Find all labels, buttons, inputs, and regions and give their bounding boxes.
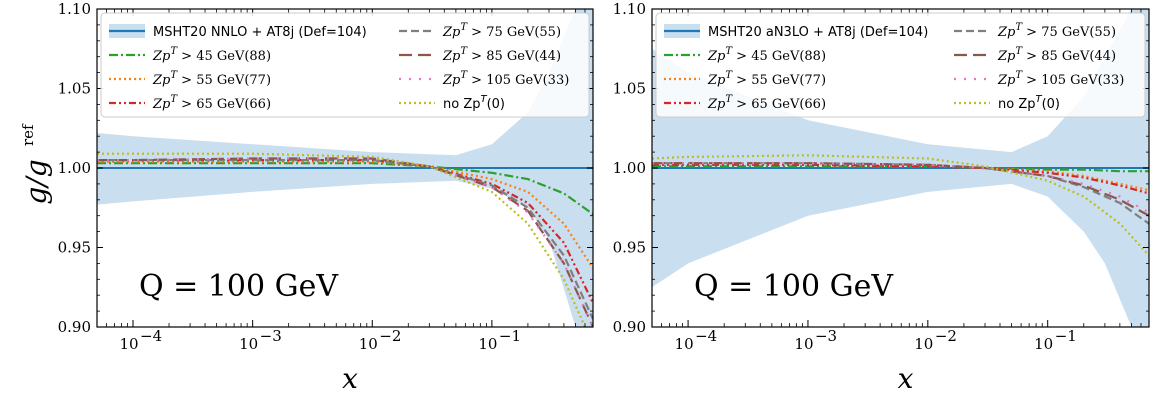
x-tick-exponent: −2	[935, 327, 957, 345]
y-tick-label: 1.05	[58, 80, 91, 98]
x-tick-label: 10	[239, 335, 258, 353]
x-tick-exponent: −1	[1055, 327, 1077, 345]
y-tick-label: 0.90	[58, 318, 91, 336]
plot-area	[97, 9, 593, 327]
legend-label: ZpT > 45 GeV(88)	[152, 46, 271, 64]
x-axis-label: x	[342, 362, 358, 395]
x-tick-exponent: −2	[379, 327, 401, 345]
series-line-7	[652, 154, 1149, 257]
series-line-5	[97, 157, 593, 327]
legend-label: ZpT > 55 GeV(77)	[707, 70, 826, 88]
legend-label: ZpT > 75 GeV(55)	[442, 22, 561, 40]
series-line-3	[652, 163, 1149, 195]
x-tick-exponent: −3	[815, 327, 837, 345]
x-tick-exponent: −4	[140, 327, 162, 345]
x-tick-exponent: −4	[695, 327, 717, 345]
legend-label: MSHT20 NNLO + AT8j (Def=104)	[153, 25, 367, 40]
y-tick-label: 0.95	[613, 239, 646, 257]
x-tick-label: 10	[914, 335, 933, 353]
series-line-1	[97, 162, 593, 215]
svg-text:g/g: g/g	[20, 159, 53, 204]
legend-label: ZpT > 105 GeV(33)	[997, 70, 1124, 88]
legend-label: ZpT > 45 GeV(88)	[707, 46, 826, 64]
series-line-7	[97, 152, 587, 327]
legend-label: ZpT > 85 GeV(44)	[997, 46, 1116, 64]
x-tick-label: 10	[119, 335, 138, 353]
y-axis-label: g/g ref	[19, 123, 53, 205]
legend-label: no ZpT(0)	[998, 94, 1060, 112]
legend-handle	[664, 24, 700, 38]
plot-area	[652, 9, 1149, 327]
legend-handle	[109, 24, 145, 38]
legend: MSHT20 aN3LO + AT8j (Def=104) ZpT > 45 Ge…	[655, 12, 1146, 118]
legend: MSHT20 NNLO + AT8j (Def=104) ZpT > 45 GeV…	[100, 12, 590, 118]
y-tick-label: 1.10	[613, 0, 646, 18]
x-tick-exponent: −3	[260, 327, 282, 345]
x-tick-label: 10	[1034, 335, 1053, 353]
x-tick-label: 10	[794, 335, 813, 353]
energy-annotation: Q = 100 GeV	[139, 269, 339, 304]
y-tick-label: 1.10	[58, 0, 91, 18]
legend-label: MSHT20 aN3LO + AT8j (Def=104)	[708, 25, 928, 40]
series-line-2	[97, 160, 593, 269]
svg-text:ref: ref	[19, 123, 37, 146]
legend-label: no ZpT(0)	[443, 94, 505, 112]
series-line-5	[652, 162, 1149, 217]
y-tick-label: 1.00	[58, 159, 91, 177]
y-tick-label: 1.00	[613, 159, 646, 177]
legend-label: ZpT > 75 GeV(55)	[997, 22, 1116, 40]
y-tick-label: 1.05	[613, 80, 646, 98]
legend-label: ZpT > 85 GeV(44)	[442, 46, 561, 64]
y-tick-label: 0.90	[613, 318, 646, 336]
series-line-4	[97, 159, 593, 320]
energy-annotation: Q = 100 GeV	[694, 269, 894, 304]
legend-label: ZpT > 65 GeV(66)	[707, 94, 826, 112]
x-tick-exponent: −1	[499, 327, 521, 345]
series-line-1	[652, 165, 1149, 173]
y-tick-label: 0.95	[58, 239, 91, 257]
x-tick-label: 10	[675, 335, 694, 353]
legend-label: ZpT > 65 GeV(66)	[152, 94, 271, 112]
x-tick-label: 10	[359, 335, 378, 353]
legend-label: ZpT > 105 GeV(33)	[442, 70, 569, 88]
x-axis-label: x	[898, 362, 914, 395]
legend-label: ZpT > 55 GeV(77)	[152, 70, 271, 88]
x-tick-label: 10	[478, 335, 497, 353]
